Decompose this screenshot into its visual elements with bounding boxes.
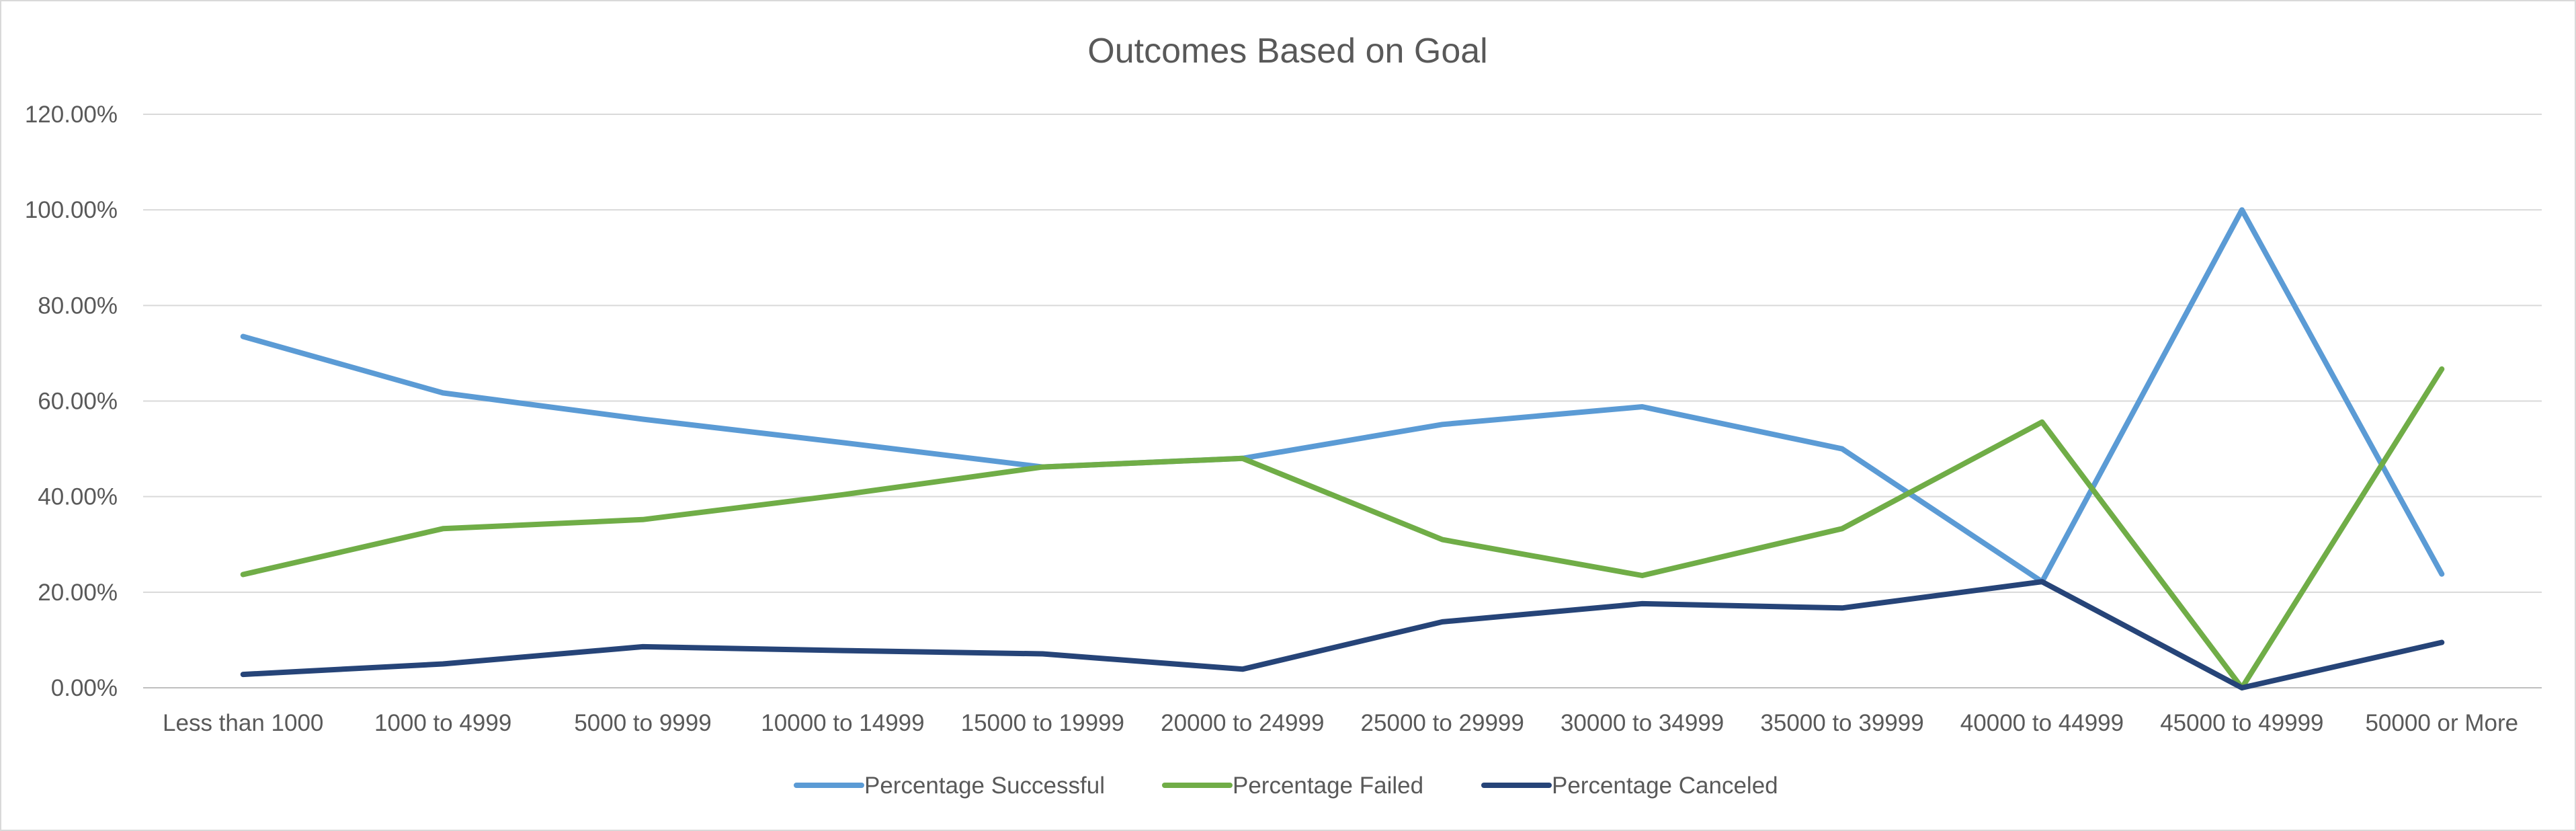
data-point (1642, 575, 1643, 576)
x-tick-label: 5000 to 9999 (574, 710, 711, 736)
data-point (642, 419, 644, 420)
legend-item: Percentage Successful (794, 773, 1105, 799)
series-line (240, 366, 2445, 690)
legend-label: Percentage Canceled (1552, 773, 1778, 799)
x-tick-label: 10000 to 14999 (761, 710, 924, 736)
series-line (240, 207, 2445, 585)
x-tick-label: 15000 to 19999 (961, 710, 1124, 736)
data-point (1442, 621, 1443, 623)
legend-item: Percentage Canceled (1481, 773, 1778, 799)
y-tick-label: 20.00% (38, 580, 118, 606)
x-tick-label: 45000 to 49999 (2160, 710, 2323, 736)
gridlines (143, 114, 2542, 688)
data-point (442, 528, 444, 529)
y-tick-label: 100.00% (25, 197, 118, 223)
data-point (1242, 668, 1243, 670)
x-tick-label: 30000 to 34999 (1561, 710, 1724, 736)
legend-item: Percentage Failed (1162, 773, 1423, 799)
x-tick-label: 40000 to 44999 (1960, 710, 2124, 736)
data-point (642, 519, 644, 520)
x-tick-label: 50000 or More (2365, 710, 2518, 736)
data-point (1841, 528, 1843, 529)
series-line (240, 579, 2445, 690)
y-tick-label: 120.00% (25, 102, 118, 128)
x-tick-label: 20000 to 24999 (1161, 710, 1324, 736)
series-3 (240, 579, 2445, 690)
data-point (642, 646, 644, 647)
legend-label: Percentage Successful (864, 773, 1105, 799)
data-point (842, 442, 843, 443)
data-point (1841, 448, 1843, 450)
y-axis-ticks: 0.00% 20.00% 40.00% 60.00% 80.00% 100.00% 120.… (25, 102, 118, 701)
chart-title: Outcomes Based on Goal (1087, 32, 1487, 71)
x-tick-label: 1000 to 4999 (374, 710, 511, 736)
y-tick-label: 60.00% (38, 389, 118, 415)
x-axis-ticks: Less than 1000 1000 to 4999 5000 to 9999 10… (163, 710, 2518, 736)
legend: Percentage Successful Percentage Failed Pe… (794, 773, 1778, 799)
x-tick-label: 35000 to 39999 (1760, 710, 1923, 736)
y-tick-label: 40.00% (38, 484, 118, 510)
series-lines (240, 207, 2445, 690)
data-point (1442, 424, 1443, 425)
x-tick-label: Less than 1000 (163, 710, 323, 736)
series-2 (240, 366, 2445, 690)
data-point (842, 650, 843, 651)
data-point (842, 494, 843, 496)
data-point (1642, 603, 1643, 604)
y-tick-label: 80.00% (38, 292, 118, 319)
x-tick-label: 25000 to 29999 (1361, 710, 1524, 736)
data-point (1242, 458, 1243, 459)
y-tick-label: 0.00% (51, 675, 118, 701)
legend-label: Percentage Failed (1233, 773, 1423, 799)
data-point (1442, 539, 1443, 541)
series-1 (240, 207, 2445, 585)
